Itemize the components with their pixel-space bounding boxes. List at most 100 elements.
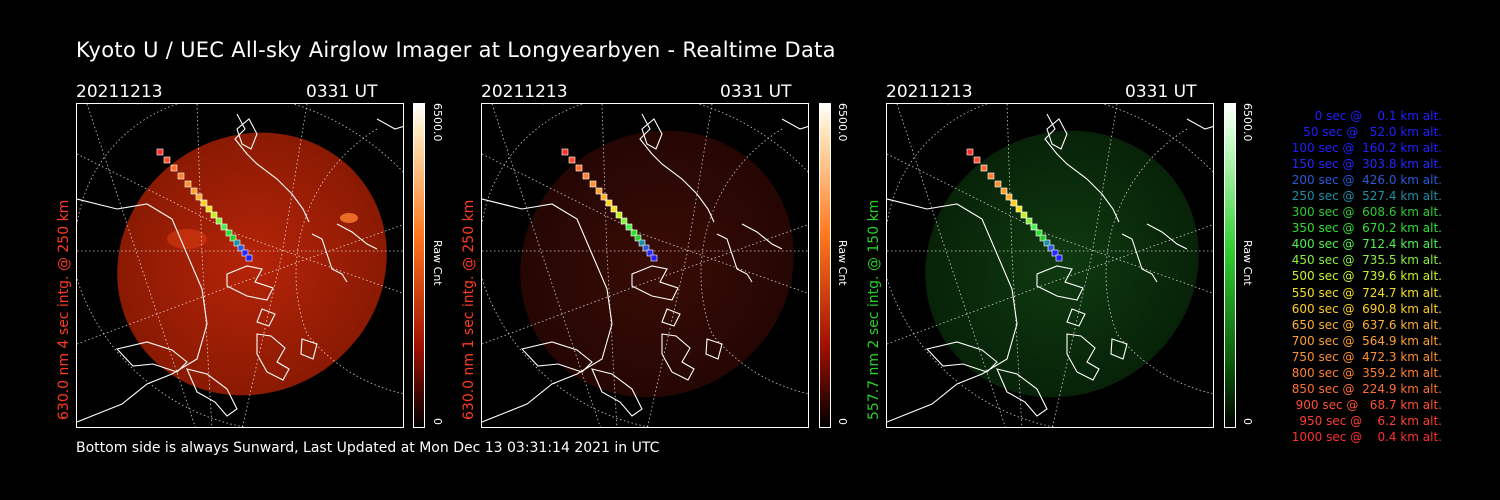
satellite-track-point (568, 156, 576, 164)
coastline (376, 118, 403, 130)
satellite-track-point (237, 244, 245, 252)
legend-entry: 300 sec @ 608.6 km alt. (1287, 205, 1442, 220)
satellite-track-point (220, 223, 228, 231)
geo-grid-line (137, 104, 403, 173)
legend-entry: 950 sec @ 6.2 km alt. (1295, 413, 1442, 428)
geo-grid-line (482, 104, 583, 225)
legend-entry: 550 sec @ 724.7 km alt. (1287, 285, 1442, 300)
legend-entry: 650 sec @ 637.6 km alt. (1287, 317, 1442, 332)
coastline (1110, 338, 1128, 360)
satellite-track-point (1010, 199, 1018, 207)
satellite-track-point (600, 193, 608, 201)
airglow-image (117, 132, 387, 396)
coastline (996, 368, 1048, 417)
aurora-spot (340, 213, 358, 223)
colorbar (1224, 103, 1236, 428)
coastline (300, 338, 318, 360)
panel-wavelength-label: 630.0 nm 1 sec intg. @ 250 km (461, 199, 477, 420)
satellite-track-point (605, 199, 613, 207)
legend-entry: 500 sec @ 739.6 km alt. (1287, 269, 1442, 284)
satellite-track-point (1005, 193, 1013, 201)
colorbar-max: 6500.0 (836, 103, 849, 142)
colorbar-min: 0 (836, 418, 849, 425)
legend-entry: 450 sec @ 735.5 km alt. (1287, 253, 1442, 268)
coastline (482, 198, 613, 423)
colorbar (413, 103, 425, 428)
airglow-image (925, 130, 1199, 398)
panel-630-1sec: 20211213 0331 UT 630.0 nm 1 sec intg. @ … (0, 0, 849, 428)
panel-date: 20211213 (76, 82, 163, 102)
geo-grid-line (491, 104, 601, 427)
geo-grid-line (77, 224, 403, 345)
satellite-track-point (634, 234, 642, 242)
satellite-track-point (184, 180, 192, 188)
satellite-track-point (650, 254, 658, 262)
satellite-track-point (615, 211, 623, 219)
satellite-track-point (595, 187, 603, 195)
satellite-track-point (190, 187, 198, 195)
geo-grid-line (887, 224, 1213, 345)
satellite-track-point (575, 164, 583, 172)
panel-wavelength-label: 630.0 nm 4 sec intg. @ 250 km (56, 199, 72, 420)
satellite-track-point (245, 254, 253, 262)
coastline (226, 265, 274, 301)
legend-entry: 150 sec @ 303.8 km alt. (1287, 157, 1442, 172)
coastline (256, 308, 276, 327)
colorbar-min: 0 (431, 418, 444, 425)
satellite-track-point (582, 172, 590, 180)
allsky-map (886, 103, 1214, 428)
satellite-track-point (1039, 234, 1047, 242)
satellite-track-point (225, 229, 233, 237)
coastline (256, 333, 290, 381)
satellite-track-point (973, 156, 981, 164)
coastline (1046, 118, 1068, 150)
satellite-track-point (170, 164, 178, 172)
satellite-track-point (987, 172, 995, 180)
colorbar-unit: Raw Cnt (431, 240, 444, 286)
satellite-track-point (642, 244, 650, 252)
satellite-track-point (229, 234, 237, 242)
geo-grid-line (86, 104, 196, 427)
coastline (311, 233, 348, 283)
legend-entry: 100 sec @ 160.2 km alt. (1287, 141, 1442, 156)
satellite-track-point (620, 217, 628, 225)
panel-time: 0331 UT (306, 82, 378, 102)
panel-date: 20211213 (481, 82, 568, 102)
allsky-map (76, 103, 404, 428)
colorbar (819, 103, 831, 428)
satellite-track-point (638, 239, 646, 247)
satellite-track-point (156, 148, 164, 156)
satellite-track-point (1025, 217, 1033, 225)
coastline (631, 265, 679, 301)
satellite-track-point (610, 205, 618, 213)
legend-entry: 600 sec @ 690.8 km alt. (1287, 301, 1442, 316)
colorbar-unit: Raw Cnt (1241, 240, 1254, 286)
satellite-track-point (215, 217, 223, 225)
colorbar-min: 0 (1241, 418, 1254, 425)
coastline (1146, 223, 1188, 250)
panel-date: 20211213 (886, 82, 973, 102)
coastline (115, 341, 188, 373)
colorbar-max: 6500.0 (431, 103, 444, 142)
coastline (716, 233, 753, 283)
satellite-track-point (205, 205, 213, 213)
geo-grid-line (542, 104, 808, 173)
legend-entry: 200 sec @ 426.0 km alt. (1287, 173, 1442, 188)
geo-grid-line (896, 104, 1006, 427)
panel-time: 0331 UT (720, 82, 792, 102)
geo-grid-line (1052, 104, 1118, 427)
satellite-track-point (966, 148, 974, 156)
legend-entry: 400 sec @ 712.4 km alt. (1287, 237, 1442, 252)
coastline (1044, 113, 1120, 223)
coastline (520, 341, 593, 373)
coastline (1036, 265, 1084, 301)
satellite-track-point (210, 211, 218, 219)
satellite-track-point (1035, 229, 1043, 237)
coastline (186, 368, 238, 417)
footer-note: Bottom side is always Sunward, Last Upda… (76, 440, 660, 456)
legend-entry: 50 sec @ 52.0 km alt. (1295, 125, 1442, 140)
colorbar-max: 6500.0 (1241, 103, 1254, 142)
coastline (1066, 308, 1086, 327)
panel-630-4sec: 20211213 0331 UT 630.0 nm 4 sec intg. @ … (0, 0, 444, 428)
satellite-track-point (1043, 239, 1051, 247)
